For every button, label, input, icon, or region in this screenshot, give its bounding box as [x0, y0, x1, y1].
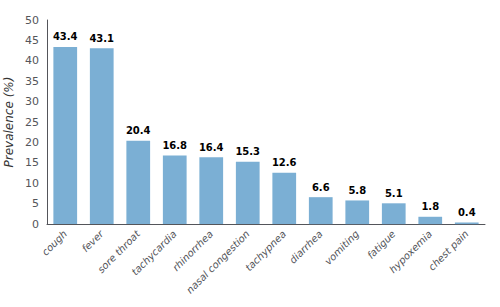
svg-text:hypoxemia: hypoxemia	[387, 228, 434, 275]
svg-text:43.4: 43.4	[53, 31, 78, 42]
svg-text:43.1: 43.1	[89, 33, 114, 44]
svg-text:35: 35	[25, 75, 39, 88]
svg-text:20.4: 20.4	[126, 125, 151, 136]
svg-text:15.3: 15.3	[235, 146, 260, 157]
svg-text:10: 10	[25, 177, 39, 190]
svg-text:5.8: 5.8	[348, 185, 366, 196]
svg-text:rhinorrhea: rhinorrhea	[170, 228, 216, 274]
svg-text:25: 25	[25, 116, 39, 129]
svg-text:fatigue: fatigue	[365, 228, 398, 261]
svg-text:Prevalence (%): Prevalence (%)	[2, 77, 16, 168]
svg-text:tachycardia: tachycardia	[129, 228, 178, 277]
svg-text:nasal congestion: nasal congestion	[184, 228, 251, 295]
svg-text:20: 20	[25, 136, 39, 149]
svg-text:6.6: 6.6	[312, 182, 330, 193]
svg-text:fever: fever	[80, 228, 107, 255]
svg-text:30: 30	[25, 95, 39, 108]
svg-text:16.8: 16.8	[162, 140, 187, 151]
svg-text:cough: cough	[40, 228, 69, 257]
svg-text:chest pain: chest pain	[426, 228, 470, 272]
svg-text:diarrhea: diarrhea	[287, 228, 324, 265]
svg-text:15: 15	[25, 156, 39, 169]
svg-text:0.4: 0.4	[458, 207, 476, 218]
svg-text:50: 50	[25, 14, 39, 27]
svg-text:12.6: 12.6	[272, 157, 297, 168]
svg-text:sore throat: sore throat	[95, 228, 143, 276]
svg-text:16.4: 16.4	[199, 142, 224, 153]
svg-text:1.8: 1.8	[421, 201, 439, 212]
svg-text:5: 5	[32, 197, 39, 210]
svg-text:tachypnea: tachypnea	[243, 228, 288, 273]
svg-text:vomiting: vomiting	[322, 228, 361, 267]
svg-text:5.1: 5.1	[385, 188, 403, 199]
svg-text:40: 40	[25, 54, 39, 67]
svg-text:0: 0	[32, 218, 39, 231]
svg-text:45: 45	[25, 34, 39, 47]
